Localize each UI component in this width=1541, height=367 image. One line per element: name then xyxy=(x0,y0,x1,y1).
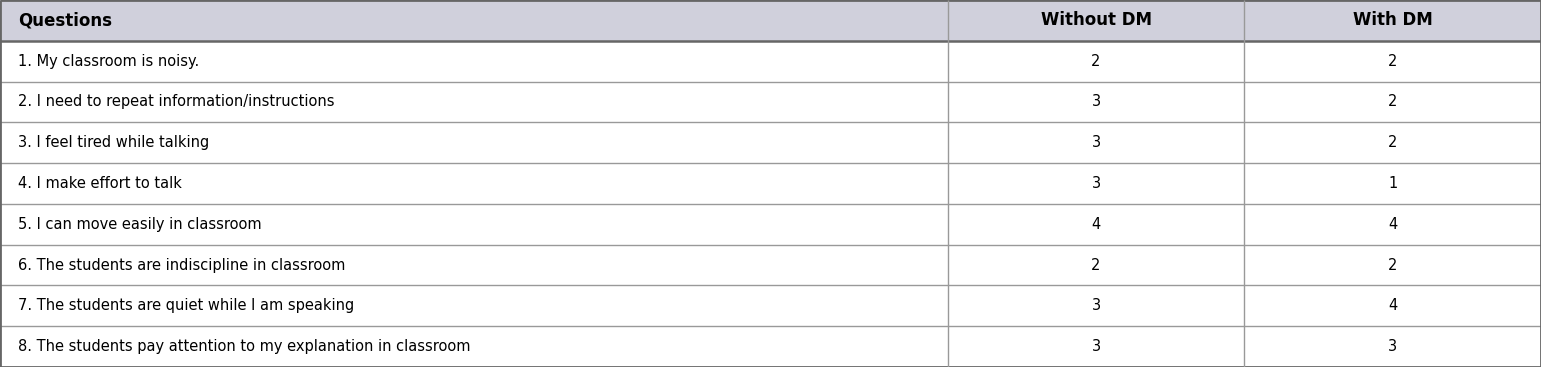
Text: 2: 2 xyxy=(1091,54,1100,69)
Text: 4: 4 xyxy=(1091,217,1100,232)
Bar xyxy=(0,245,948,286)
Bar xyxy=(948,286,1245,326)
Bar xyxy=(948,81,1245,122)
Bar xyxy=(1245,326,1541,367)
Text: 2: 2 xyxy=(1388,258,1398,273)
Text: 1: 1 xyxy=(1388,176,1398,191)
Bar xyxy=(0,41,948,81)
Text: 1. My classroom is noisy.: 1. My classroom is noisy. xyxy=(18,54,200,69)
Text: 3. I feel tired while talking: 3. I feel tired while talking xyxy=(18,135,210,150)
Text: Questions: Questions xyxy=(18,11,112,29)
Bar xyxy=(1245,41,1541,81)
Bar xyxy=(948,41,1245,81)
Text: 2. I need to repeat information/instructions: 2. I need to repeat information/instruct… xyxy=(18,94,334,109)
Text: With DM: With DM xyxy=(1353,11,1433,29)
Bar xyxy=(1245,286,1541,326)
Text: 7. The students are quiet while I am speaking: 7. The students are quiet while I am spe… xyxy=(18,298,354,313)
Bar xyxy=(948,245,1245,286)
Bar xyxy=(1245,204,1541,245)
Bar xyxy=(0,326,948,367)
Bar xyxy=(0,204,948,245)
Bar xyxy=(1245,81,1541,122)
Bar xyxy=(948,326,1245,367)
Bar xyxy=(1245,245,1541,286)
Text: 2: 2 xyxy=(1388,54,1398,69)
Bar xyxy=(948,163,1245,204)
Text: 5. I can move easily in classroom: 5. I can move easily in classroom xyxy=(18,217,262,232)
Text: 6. The students are indiscipline in classroom: 6. The students are indiscipline in clas… xyxy=(18,258,345,273)
Bar xyxy=(948,204,1245,245)
Bar xyxy=(0,122,948,163)
Bar xyxy=(0,286,948,326)
Text: 2: 2 xyxy=(1388,94,1398,109)
Text: 8. The students pay attention to my explanation in classroom: 8. The students pay attention to my expl… xyxy=(18,339,472,354)
Text: 2: 2 xyxy=(1388,135,1398,150)
Text: 2: 2 xyxy=(1091,258,1100,273)
Bar xyxy=(0,0,948,41)
Text: Without DM: Without DM xyxy=(1040,11,1151,29)
Text: 3: 3 xyxy=(1388,339,1398,354)
Bar xyxy=(1245,122,1541,163)
Bar xyxy=(948,122,1245,163)
Text: 3: 3 xyxy=(1091,94,1100,109)
Bar xyxy=(1245,163,1541,204)
Bar xyxy=(0,81,948,122)
Text: 3: 3 xyxy=(1091,298,1100,313)
Bar xyxy=(0,163,948,204)
Text: 3: 3 xyxy=(1091,339,1100,354)
Text: 4. I make effort to talk: 4. I make effort to talk xyxy=(18,176,182,191)
Bar xyxy=(948,0,1245,41)
Text: 3: 3 xyxy=(1091,176,1100,191)
Text: 4: 4 xyxy=(1388,298,1398,313)
Bar xyxy=(1245,0,1541,41)
Text: 3: 3 xyxy=(1091,135,1100,150)
Text: 4: 4 xyxy=(1388,217,1398,232)
